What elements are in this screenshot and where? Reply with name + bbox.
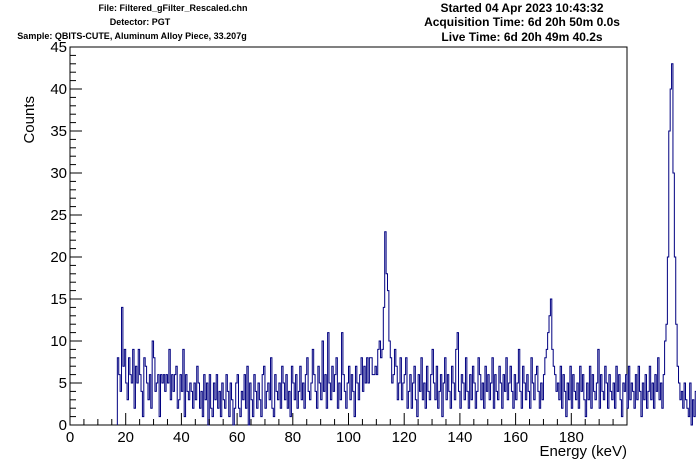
x-tick-label: 80	[284, 429, 301, 446]
y-tick-label: 35	[50, 123, 67, 140]
x-tick-label: 100	[336, 429, 361, 446]
y-tick-label: 0	[59, 417, 67, 434]
started-label: Started 04 Apr 2023 10:43:32	[440, 1, 604, 15]
y-tick-label: 20	[50, 249, 67, 266]
x-tick-label: 160	[503, 429, 528, 446]
x-tick-label: 60	[229, 429, 246, 446]
y-tick-label: 5	[59, 375, 67, 392]
x-axis-title: Energy (keV)	[539, 443, 627, 460]
file-label: File: Filtered_gFilter_Rescaled.chn	[98, 3, 248, 13]
y-axis-title: Counts	[21, 96, 38, 144]
x-tick-label: 20	[117, 429, 134, 446]
sample-label: Sample: QBITS-CUTE, Aluminum Alloy Piece…	[17, 31, 247, 41]
x-tick-label: 40	[173, 429, 190, 446]
spectrum-histogram-line	[116, 63, 696, 426]
acquisition-time-label: Acquisition Time: 6d 20h 50m 0.0s	[424, 15, 620, 29]
y-tick-label: 45	[50, 39, 67, 56]
x-tick-label: 120	[392, 429, 417, 446]
y-tick-label: 15	[50, 291, 67, 308]
live-time-label: Live Time: 6d 20h 49m 40.2s	[441, 30, 603, 44]
x-tick-label: 0	[66, 429, 74, 446]
y-tick-label: 30	[50, 165, 67, 182]
ticks-group: 0 20 40 60 80 100 120 140 160 180 0 5 10 15 20 25 30 35 40…	[50, 39, 628, 446]
y-tick-label: 10	[50, 333, 67, 350]
y-tick-label: 25	[50, 207, 67, 224]
detector-label: Detector: PGT	[109, 17, 171, 27]
series-group	[116, 63, 696, 426]
x-tick-label: 140	[447, 429, 472, 446]
y-tick-label: 40	[50, 81, 67, 98]
x-tick-label: 180	[559, 429, 584, 446]
